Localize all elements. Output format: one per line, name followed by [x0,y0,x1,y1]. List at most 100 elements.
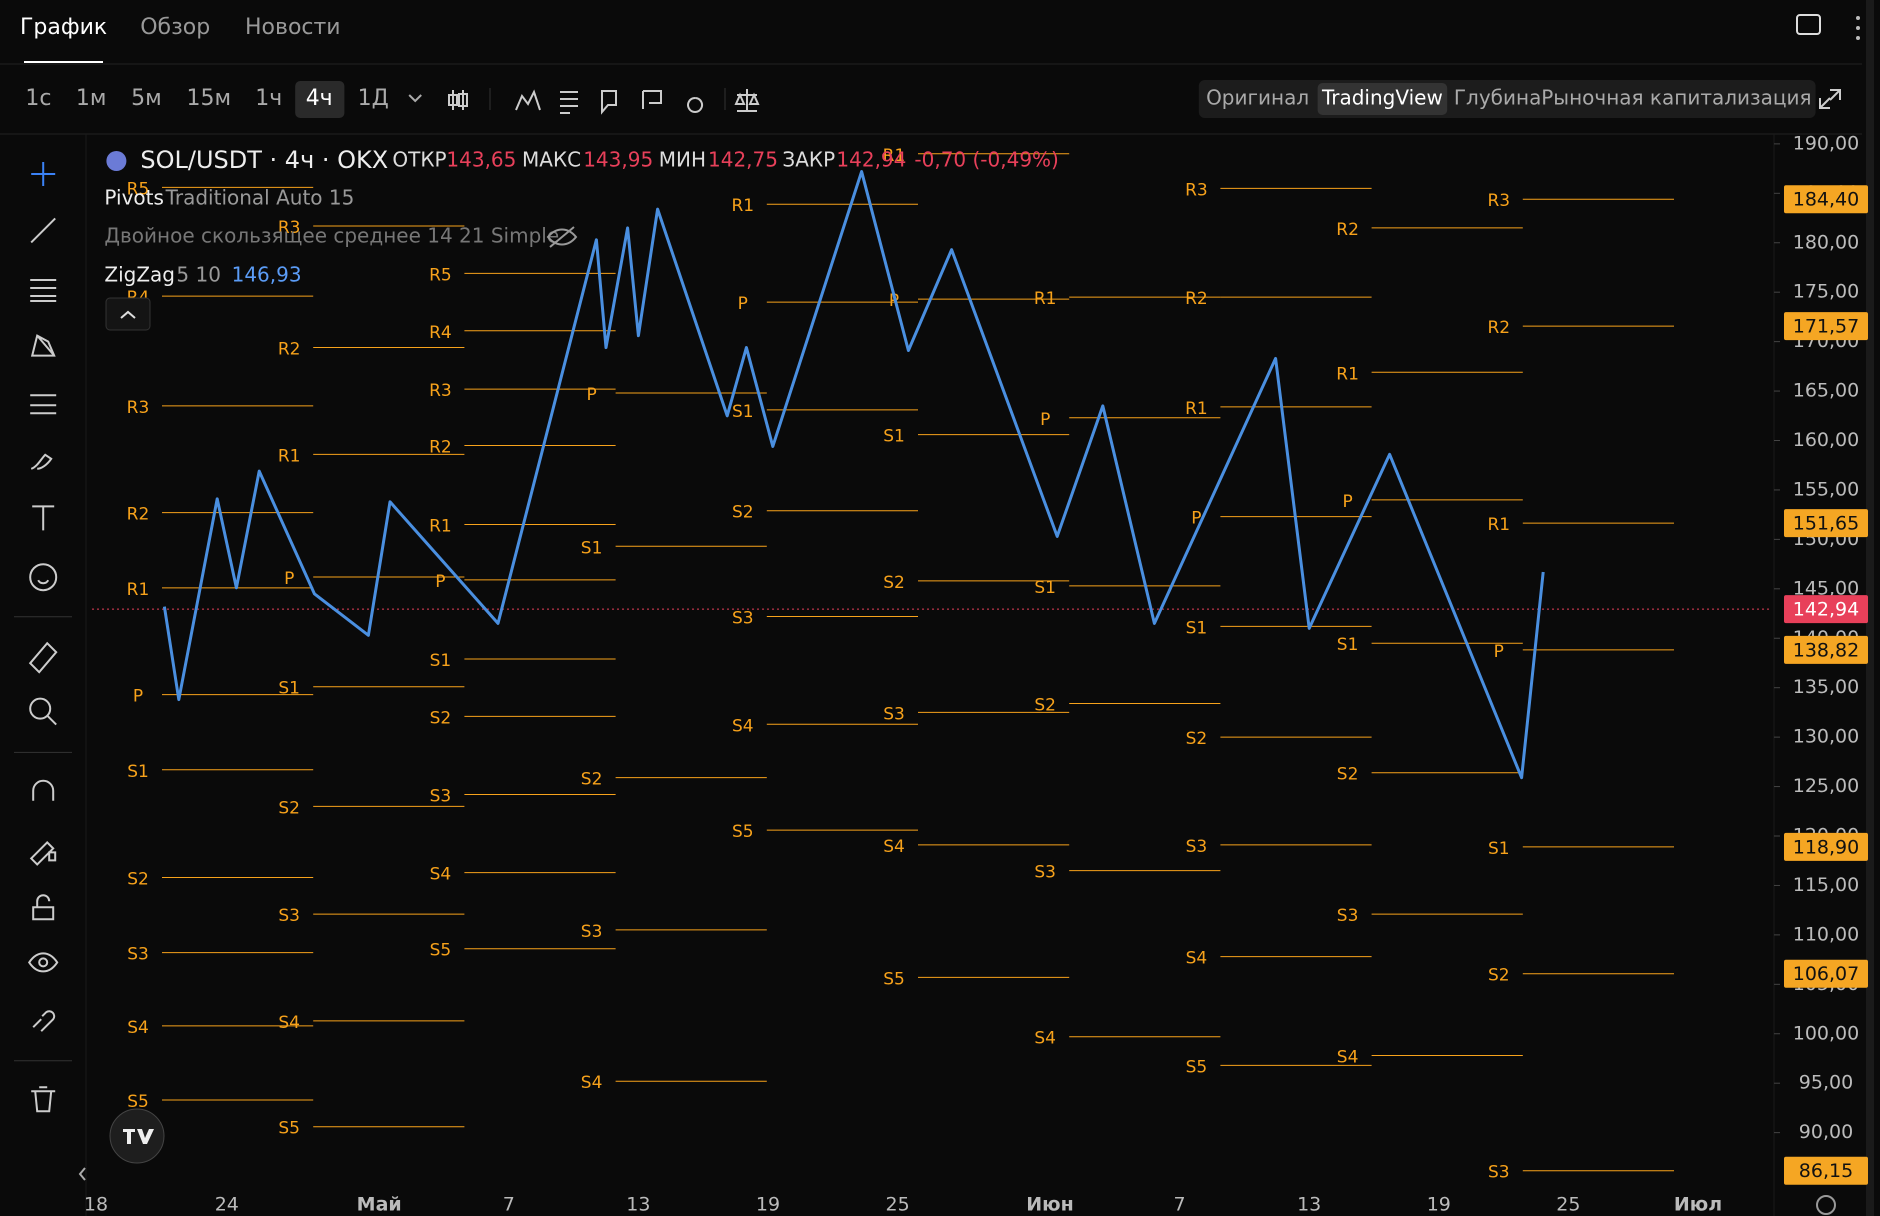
collapse-legend[interactable] [105,297,151,331]
pivot-label: S1 [1488,839,1510,859]
tab[interactable]: График [20,15,107,40]
ohlc-value: 142,75 [708,148,778,172]
pivot-label: S2 [883,573,905,593]
drawing-tool[interactable] [30,217,56,244]
tool-icon[interactable] [515,89,541,111]
drawing-tool[interactable] [29,563,58,592]
ohlc-label: МАКС [522,148,581,172]
x-tick-label: 25 [886,1194,910,1216]
drawing-tool[interactable] [29,840,57,866]
view-button[interactable]: Оригинал [1206,86,1309,110]
timeframe-button[interactable]: 1м [76,86,107,111]
drawing-tool[interactable] [31,162,56,186]
tool-icon[interactable] [642,90,662,109]
x-tick-label: 24 [215,1194,239,1216]
tv-logo-mark [123,1129,154,1144]
pivot-label: S1 [127,762,149,782]
tool-icon[interactable] [601,90,617,115]
tool-icon[interactable] [734,89,760,112]
drawing-tool[interactable] [30,394,57,415]
timeframe-button[interactable]: 5м [131,86,162,111]
y-tick-label: 165,00 [1793,380,1859,402]
pivot-label: R2 [127,505,150,525]
pivot-label: S4 [430,865,452,885]
pivot-label: S5 [1186,1057,1208,1077]
pivot-label: S3 [1488,1163,1510,1183]
pivot-label: R1 [883,146,906,166]
tool-icon[interactable] [448,90,468,110]
pivot-label: R2 [429,437,452,457]
drawing-tool[interactable] [30,453,53,470]
timeframe-button[interactable]: 15м [187,86,232,111]
view-selected [1317,83,1448,115]
pivot-label: S3 [127,945,149,965]
pivot-label: S4 [278,1013,300,1033]
scrollbar[interactable] [1866,0,1874,1216]
y-tick-label: 175,00 [1793,281,1859,303]
x-tick-label: 19 [1427,1194,1451,1216]
timeframe-button[interactable]: 1с [25,86,51,111]
y-tick-label: 180,00 [1793,231,1859,253]
menu-icon[interactable] [1856,16,1860,40]
pivot-label: S4 [581,1073,603,1093]
tv-logo[interactable] [109,1108,165,1164]
pivot-label: P [1040,410,1050,430]
y-tick-label: 125,00 [1793,775,1859,797]
pivot-label: P [1494,642,1504,662]
indicator-name: ZigZag [104,263,175,287]
pivot-label: S5 [430,941,452,961]
pivot-label: S2 [1186,729,1208,749]
pivot-label: P [1191,509,1201,529]
drawing-tool[interactable] [29,697,57,726]
hidden-eye-icon[interactable] [546,226,578,248]
pivot-label: S3 [732,609,754,629]
view-button[interactable]: Рыночная капитализация [1541,86,1811,110]
view-button[interactable]: Глубина [1454,86,1541,110]
x-tick-label: 18 [84,1194,108,1216]
pivot-label: S4 [732,716,754,736]
ohlc-value: 142,94 [836,148,906,172]
dropdown-icon[interactable] [408,94,422,103]
window-icon[interactable] [1796,14,1821,35]
settings-icon[interactable] [1816,1195,1836,1215]
price-tag [1784,832,1868,861]
plot: R5 R4 R3 R2 R1 P S1 S2 S3 S4 S5 R3 R2 R1 P S1 S2 S3 S4 S5 R5… [92,146,1772,1183]
pivot-label: R5 [429,265,452,285]
y-tick-label: 110,00 [1793,923,1859,945]
timeframe-button[interactable]: 1ч [255,86,282,111]
pivot-label: P [284,569,294,589]
drawing-tool[interactable] [31,1086,56,1113]
tool-icon[interactable] [687,97,704,113]
tab[interactable]: Обзор [140,15,210,40]
indicator-name: Pivots [104,186,164,210]
drawing-tool[interactable] [32,779,55,801]
pivot-label: S4 [883,837,905,857]
drawing-tool[interactable] [28,641,58,674]
drawing-tool[interactable] [27,952,59,973]
drawing-tool[interactable] [30,334,56,357]
pivot-label: R2 [1185,289,1208,309]
drawing-tool[interactable] [32,1010,56,1032]
pivot-label: S4 [127,1018,149,1038]
pivot-label: S4 [1034,1029,1056,1049]
pivot-label: R3 [429,381,452,401]
y-tick-label: 100,00 [1793,1022,1859,1044]
pivot-label: S3 [581,922,603,942]
timeframe-button[interactable]: 1Д [358,86,389,111]
pivot-label: S3 [1186,837,1208,857]
collapse-arrow[interactable] [78,1167,86,1181]
view-button[interactable]: TradingView [1321,86,1443,110]
drawing-tool[interactable] [32,505,55,531]
pivot-label: P [133,687,143,707]
timeframe-button[interactable]: 4ч [306,86,333,111]
pivot-label: R1 [1487,515,1510,535]
pivot-label: S2 [278,798,300,818]
drawing-tool[interactable] [32,894,55,921]
tool-icon[interactable] [560,91,578,114]
tab[interactable]: Новости [245,15,341,40]
pivot-label: S5 [883,969,905,989]
pivot-label: S2 [1488,966,1510,986]
drawing-tool[interactable] [30,279,57,302]
fullscreen-icon[interactable] [1819,89,1841,109]
